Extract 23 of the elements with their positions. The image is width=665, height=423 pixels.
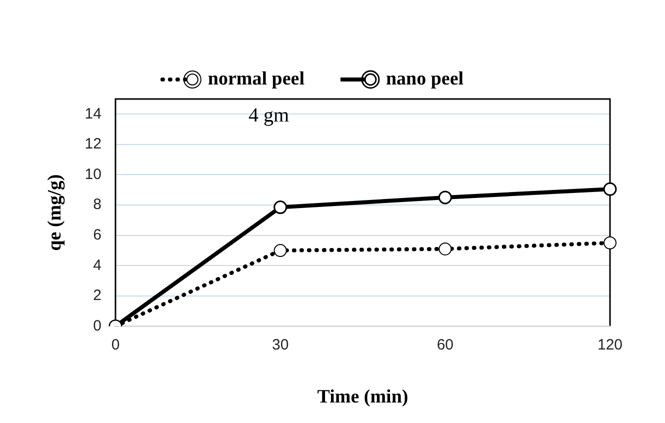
x-axis-title: Time (min): [317, 386, 408, 408]
y-tick-label: 10: [84, 166, 102, 183]
x-tick-label: 60: [436, 336, 454, 354]
y-axis-title: qe (mg/g): [44, 174, 66, 251]
x-tick-label: 30: [272, 336, 289, 354]
point: [438, 190, 452, 204]
y-tick-label: 4: [93, 256, 102, 274]
point: [604, 236, 616, 250]
y-tick-label: 6: [93, 226, 102, 244]
y-tick-label: 2: [93, 287, 102, 304]
point: [274, 200, 288, 214]
x-tick-label: 120: [597, 336, 623, 354]
point: [603, 182, 617, 196]
y-tick-label: 14: [84, 105, 102, 122]
point: [438, 242, 452, 256]
y-tick-label: 12: [84, 136, 102, 153]
x-tick-label: 0: [111, 336, 120, 354]
legend-label: normal peel: [208, 68, 304, 90]
annotation: 4 gm: [248, 104, 290, 126]
y-tick-label: 8: [93, 196, 102, 214]
y-tick-label: 0: [93, 317, 102, 334]
point: [274, 244, 287, 257]
legend-label: nano peel: [386, 68, 464, 90]
